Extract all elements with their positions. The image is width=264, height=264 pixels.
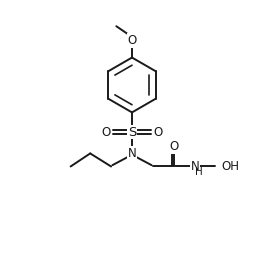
Text: S: S (128, 125, 136, 139)
Text: O: O (127, 34, 137, 47)
Text: OH: OH (221, 160, 239, 173)
Text: O: O (153, 125, 162, 139)
Text: N: N (191, 160, 200, 173)
Text: N: N (128, 147, 136, 160)
Text: O: O (102, 125, 111, 139)
Text: H: H (195, 167, 202, 177)
Text: O: O (169, 140, 178, 153)
